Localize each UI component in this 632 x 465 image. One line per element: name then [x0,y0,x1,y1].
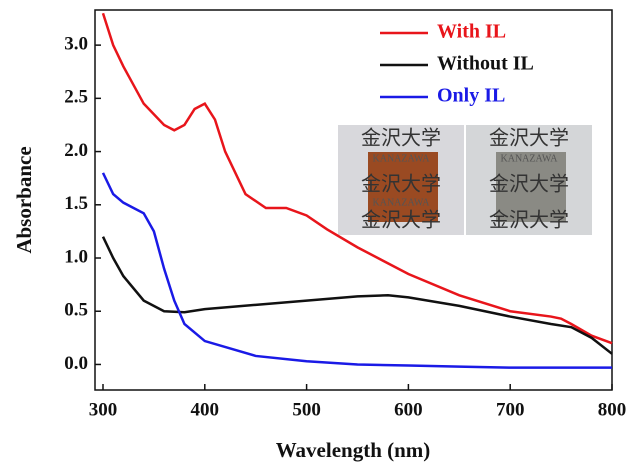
inset-text: KANAZAWA [373,197,431,208]
x-tick-label: 400 [191,399,220,420]
data-line [103,237,612,354]
legend-label: Only IL [437,85,505,107]
y-axis-title: Absorbance [12,146,36,253]
inset-text: KANAZAWA [501,153,559,164]
x-tick-label: 500 [292,399,321,420]
inset-text: 金沢大学 [361,209,441,232]
x-tick-label: 300 [89,399,118,420]
inset-text: 金沢大学 [361,127,441,150]
y-tick-label: 0.0 [64,353,88,374]
inset-text: 金沢大学 [489,173,569,196]
legend-label: Without IL [437,53,534,75]
x-axis-title: Wavelength (nm) [276,438,431,462]
inset-text: 金沢大学 [361,173,441,196]
y-tick-label: 3.0 [64,33,88,54]
y-tick-label: 1.5 [64,193,88,214]
y-tick-label: 1.0 [64,246,88,267]
x-tick-label: 600 [394,399,423,420]
x-tick-label: 800 [598,399,627,420]
inset-text: 金沢大学 [489,209,569,232]
legend-label: With IL [437,21,506,43]
y-tick-label: 0.5 [64,300,88,321]
x-tick-label: 700 [496,399,525,420]
y-tick-label: 2.0 [64,140,88,161]
inset-text: KANAZAWA [373,153,431,164]
inset-text: 金沢大学 [489,127,569,150]
y-tick-label: 2.5 [64,87,88,108]
chart: Wavelength (nm) Absorbance 300 400 500 600 7… [0,0,632,465]
